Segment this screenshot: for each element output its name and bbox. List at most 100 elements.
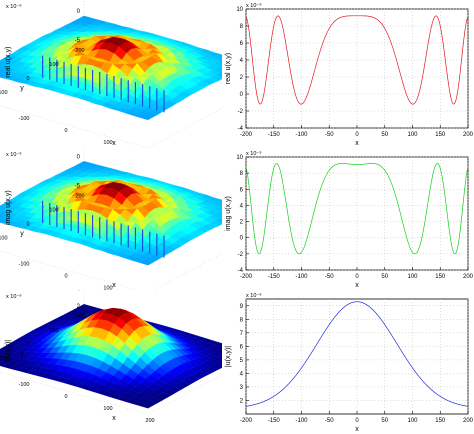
y-tick-label: 10 xyxy=(236,7,243,13)
surface-patch xyxy=(219,348,222,352)
z-axis-label: real u(x,y) xyxy=(5,47,12,78)
series-line xyxy=(245,15,469,105)
z-axis-label: imag u(x,y) xyxy=(5,190,12,225)
x-tick-label: -50 xyxy=(325,132,334,138)
x-tick-label: 150 xyxy=(435,274,446,280)
z-tick-label: -5 xyxy=(75,38,81,44)
x-tick-label: -50 xyxy=(325,274,334,280)
x-tick-label: -150 xyxy=(268,418,281,424)
y-tick-label: 0 xyxy=(26,221,29,227)
x-tick-label: -200 xyxy=(240,418,253,424)
y-scale-label: x 10⁻⁹ xyxy=(246,292,262,299)
x-tick-label: 50 xyxy=(381,418,388,424)
plot-area xyxy=(245,8,469,129)
y-axis-label: y xyxy=(20,351,24,358)
x-tick-label: 0 xyxy=(64,273,67,279)
x-tick-label: 100 xyxy=(407,274,418,280)
x-tick-label: 0 xyxy=(355,418,359,424)
y-tick-label: 200 xyxy=(75,48,84,54)
y-tick-label: 10 xyxy=(236,155,243,161)
real-line-chart: -200 -150 -100 -50 0 50 100 150 200 10 8 6 4 2 0 -2 -4 x r… xyxy=(225,2,474,147)
y-axis-label: y xyxy=(20,85,24,92)
y-axis-label: y xyxy=(20,230,24,237)
surface-patch xyxy=(219,205,222,208)
y-tick-label: 7 xyxy=(240,331,244,337)
y-tick-label: 5 xyxy=(240,358,244,364)
x-tick-label: 50 xyxy=(381,132,388,138)
surface-patch xyxy=(219,60,222,63)
z-tick-label: 0 xyxy=(77,9,81,15)
panel-imag-line: -200 -150 -100 -50 0 50 100 150 200 10 8 6 4 2 0 -2 -4 x i… xyxy=(222,148,474,290)
x-tick-label: -100 xyxy=(18,116,29,122)
surface-patch xyxy=(140,403,154,409)
x-axis-label: x xyxy=(112,140,116,147)
x-tick-label: 0 xyxy=(64,394,67,400)
y-tick-label: -4 xyxy=(238,268,244,274)
y-tick-label: 200 xyxy=(75,314,84,320)
y-tick-label: 9 xyxy=(240,304,244,310)
imag-line-chart: -200 -150 -100 -50 0 50 100 150 200 10 8 6 4 2 0 -2 -4 x i… xyxy=(225,150,474,289)
z-scale-label: x 10⁻⁹ xyxy=(6,293,22,300)
x-tick-label: 200 xyxy=(145,418,154,424)
z-tick-label: -5 xyxy=(75,183,81,189)
x-tick-label: -100 xyxy=(295,418,308,424)
series-line xyxy=(245,301,469,407)
y-tick-label: 0 xyxy=(240,236,244,242)
y-tick-label: -100 xyxy=(0,90,8,96)
y-tick-label: 0 xyxy=(26,76,29,82)
y-tick-label: 100 xyxy=(49,207,58,213)
y-tick-label: 6 xyxy=(240,187,244,193)
surface-patch xyxy=(217,66,222,70)
y-tick-label: 6 xyxy=(240,344,244,350)
y-tick-label: 2 xyxy=(240,398,244,404)
y-tick-label: 8 xyxy=(240,317,244,323)
y-tick-label: 0 xyxy=(26,342,29,348)
x-tick-label: 0 xyxy=(64,128,67,134)
y-tick-label: 0 xyxy=(240,92,244,98)
x-tick-label: -100 xyxy=(18,261,29,267)
x-axis-label: x xyxy=(355,140,359,147)
x-axis-label: x xyxy=(112,415,116,422)
y-tick-label: 4 xyxy=(240,203,244,209)
x-tick-label: 0 xyxy=(355,274,359,280)
y-tick-label: 200 xyxy=(75,193,84,199)
x-tick-label: 150 xyxy=(435,132,446,138)
y-tick-label: -2 xyxy=(238,252,244,258)
y-tick-label: 100 xyxy=(49,328,58,334)
x-tick-label: 100 xyxy=(407,132,418,138)
x-tick-label: 100 xyxy=(407,418,418,424)
panel-abs-line: -200 -150 -100 -50 0 50 100 150 200 9 8 7 6 5 4 3 2 x |u(x… xyxy=(222,290,474,434)
x-tick-label: -150 xyxy=(268,132,281,138)
z-tick-label: 2 xyxy=(77,304,81,310)
surface-patch xyxy=(140,260,154,266)
surface-patch xyxy=(220,217,222,220)
y-axis-label: real u(x,y) xyxy=(225,53,232,84)
y-tick-label: 4 xyxy=(240,58,244,64)
panel-real-line: -200 -150 -100 -50 0 50 100 150 200 10 8 6 4 2 0 -2 -4 x r… xyxy=(222,0,474,148)
series-line xyxy=(245,163,469,255)
x-tick-label: -200 xyxy=(240,274,253,280)
x-tick-label: 200 xyxy=(463,132,474,138)
abs-line-chart: -200 -150 -100 -50 0 50 100 150 200 9 8 7 6 5 4 3 2 x |u(x… xyxy=(225,292,474,433)
x-tick-label: -150 xyxy=(268,274,281,280)
y-tick-label: 8 xyxy=(240,24,244,30)
y-scale-label: x 10⁻⁹ xyxy=(246,150,262,157)
y-tick-label: 2 xyxy=(240,220,244,226)
x-tick-label: 100 xyxy=(103,140,112,146)
x-tick-label: -50 xyxy=(325,418,334,424)
z-tick-label: 4 xyxy=(77,290,81,292)
z-tick-label: 0 xyxy=(77,154,81,160)
y-tick-label: 100 xyxy=(49,62,58,68)
x-tick-label: 50 xyxy=(381,274,388,280)
y-tick-label: 6 xyxy=(240,41,244,47)
y-tick-label: 4 xyxy=(240,371,244,377)
x-axis-label: x xyxy=(355,282,359,289)
x-tick-label: 200 xyxy=(463,418,474,424)
x-tick-label: -100 xyxy=(18,382,29,388)
y-tick-label: 3 xyxy=(240,385,244,391)
y-tick-label: -2 xyxy=(238,109,244,115)
x-tick-label: -100 xyxy=(295,274,308,280)
